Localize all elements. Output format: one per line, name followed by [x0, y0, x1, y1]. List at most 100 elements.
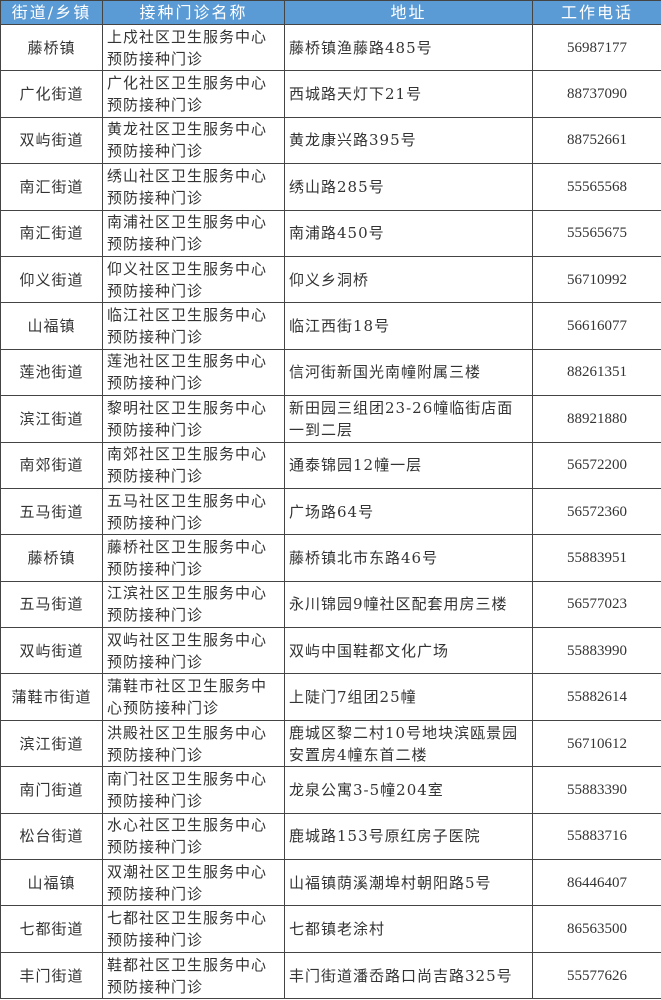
table-row: 藤桥镇 藤桥社区卫生服务中心预防接种门诊 藤桥镇北市东路46号 55883951	[0, 534, 661, 582]
cell-clinic: 黄龙社区卫生服务中心预防接种门诊	[102, 116, 285, 165]
cell-district: 双屿街道	[0, 627, 103, 675]
table-row: 南汇街道 南浦社区卫生服务中心预防接种门诊 南浦路450号 55565675	[0, 209, 661, 257]
cell-district: 南汇街道	[0, 209, 103, 257]
cell-address: 广场路64号	[284, 487, 533, 536]
cell-phone: 86563500	[532, 905, 661, 953]
cell-clinic: 莲池社区卫生服务中心预防接种门诊	[102, 348, 285, 397]
cell-district: 藤桥镇	[0, 534, 103, 582]
cell-address: 西城路天灯下21号	[284, 70, 533, 118]
table-row: 双屿街道 双屿社区卫生服务中心预防接种门诊 双屿中国鞋都文化广场 55883990	[0, 627, 661, 675]
cell-phone: 55883716	[532, 812, 661, 861]
cell-clinic: 南门社区卫生服务中心预防接种门诊	[102, 766, 285, 814]
cell-district: 双屿街道	[0, 116, 103, 165]
cell-phone: 55565675	[532, 209, 661, 257]
cell-district: 七都街道	[0, 905, 103, 953]
cell-phone: 55882614	[532, 673, 661, 721]
cell-clinic: 临江社区卫生服务中心预防接种门诊	[102, 302, 285, 350]
cell-district: 丰门街道	[0, 951, 103, 1000]
cell-address: 仰义乡洞桥	[284, 255, 533, 304]
table-row: 双屿街道 黄龙社区卫生服务中心预防接种门诊 黄龙康兴路395号 88752661	[0, 116, 661, 165]
cell-address: 新田园三组团23-26幢临街店面一到二层	[284, 395, 533, 443]
cell-phone: 88261351	[532, 348, 661, 397]
cell-clinic: 南浦社区卫生服务中心预防接种门诊	[102, 209, 285, 257]
header-clinic: 接种门诊名称	[102, 0, 285, 25]
cell-address: 山福镇荫溪潮埠村朝阳路5号	[284, 859, 533, 907]
cell-clinic: 藤桥社区卫生服务中心预防接种门诊	[102, 534, 285, 582]
cell-phone: 55883951	[532, 534, 661, 582]
cell-phone: 56710992	[532, 255, 661, 304]
cell-district: 松台街道	[0, 812, 103, 861]
table-row: 莲池街道 莲池社区卫生服务中心预防接种门诊 信河街新国光南幢附属三楼 88261351	[0, 348, 661, 397]
cell-clinic: 南郊社区卫生服务中心预防接种门诊	[102, 441, 285, 489]
cell-phone: 55565568	[532, 163, 661, 211]
cell-clinic: 黎明社区卫生服务中心预防接种门诊	[102, 395, 285, 443]
cell-phone: 55883390	[532, 766, 661, 814]
table-row: 仰义街道 仰义社区卫生服务中心预防接种门诊 仰义乡洞桥 56710992	[0, 255, 661, 304]
cell-clinic: 仰义社区卫生服务中心预防接种门诊	[102, 255, 285, 304]
table-row: 五马街道 江滨社区卫生服务中心预防接种门诊 永川锦园9幢社区配套用房三楼 565770…	[0, 580, 661, 629]
cell-address: 信河街新国光南幢附属三楼	[284, 348, 533, 397]
table-row: 五马街道 五马社区卫生服务中心预防接种门诊 广场路64号 56572360	[0, 487, 661, 536]
header-district: 街道/乡镇	[0, 0, 103, 25]
cell-address: 永川锦园9幢社区配套用房三楼	[284, 580, 533, 629]
table-row: 藤桥镇 上戍社区卫生服务中心预防接种门诊 藤桥镇渔藤路485号 56987177	[0, 23, 661, 72]
cell-address: 龙泉公寓3-5幢204室	[284, 766, 533, 814]
cell-phone: 56572360	[532, 487, 661, 536]
cell-district: 蒲鞋市街道	[0, 673, 103, 721]
cell-district: 南门街道	[0, 766, 103, 814]
cell-address: 丰门街道潘岙路口尚吉路325号	[284, 951, 533, 1000]
table-row: 山福镇 临江社区卫生服务中心预防接种门诊 临江西街18号 56616077	[0, 302, 661, 350]
cell-district: 广化街道	[0, 70, 103, 118]
table-row: 南门街道 南门社区卫生服务中心预防接种门诊 龙泉公寓3-5幢204室 55883390	[0, 766, 661, 814]
cell-clinic: 五马社区卫生服务中心预防接种门诊	[102, 487, 285, 536]
table-row: 山福镇 双潮社区卫生服务中心预防接种门诊 山福镇荫溪潮埠村朝阳路5号 86446407	[0, 859, 661, 907]
cell-phone: 88752661	[532, 116, 661, 165]
cell-clinic: 双潮社区卫生服务中心预防接种门诊	[102, 859, 285, 907]
cell-address: 藤桥镇渔藤路485号	[284, 23, 533, 72]
table-row: 广化街道 广化社区卫生服务中心预防接种门诊 西城路天灯下21号 88737090	[0, 70, 661, 118]
cell-phone: 88921880	[532, 395, 661, 443]
cell-clinic: 广化社区卫生服务中心预防接种门诊	[102, 70, 285, 118]
cell-clinic: 洪殿社区卫生服务中心预防接种门诊	[102, 719, 285, 768]
cell-district: 滨江街道	[0, 719, 103, 768]
cell-clinic: 蒲鞋市社区卫生服务中心预防接种门诊	[102, 673, 285, 721]
cell-phone: 55577626	[532, 951, 661, 1000]
cell-clinic: 水心社区卫生服务中心预防接种门诊	[102, 812, 285, 861]
header-phone: 工作电话	[532, 0, 661, 25]
table-row: 滨江街道 洪殿社区卫生服务中心预防接种门诊 鹿城区黎二村10号地块滨瓯景园安置房4幢…	[0, 719, 661, 768]
cell-address: 鹿城区黎二村10号地块滨瓯景园安置房4幢东首二楼	[284, 719, 533, 768]
cell-district: 滨江街道	[0, 395, 103, 443]
table-header-row: 街道/乡镇 接种门诊名称 地址 工作电话	[0, 0, 661, 25]
cell-district: 山福镇	[0, 302, 103, 350]
table-row: 松台街道 水心社区卫生服务中心预防接种门诊 鹿城路153号原红房子医院 5588371…	[0, 812, 661, 861]
table-row: 南汇街道 绣山社区卫生服务中心预防接种门诊 绣山路285号 55565568	[0, 163, 661, 211]
cell-clinic: 绣山社区卫生服务中心预防接种门诊	[102, 163, 285, 211]
cell-district: 五马街道	[0, 580, 103, 629]
cell-address: 藤桥镇北市东路46号	[284, 534, 533, 582]
cell-district: 五马街道	[0, 487, 103, 536]
cell-phone: 86446407	[532, 859, 661, 907]
cell-clinic: 双屿社区卫生服务中心预防接种门诊	[102, 627, 285, 675]
cell-district: 仰义街道	[0, 255, 103, 304]
table-row: 丰门街道 鞋都社区卫生服务中心预防接种门诊 丰门街道潘岙路口尚吉路325号 55577…	[0, 951, 661, 1000]
table-row: 滨江街道 黎明社区卫生服务中心预防接种门诊 新田园三组团23-26幢临街店面一到二层…	[0, 395, 661, 443]
cell-address: 临江西街18号	[284, 302, 533, 350]
table-row: 七都街道 七都社区卫生服务中心预防接种门诊 七都镇老涂村 86563500	[0, 905, 661, 953]
table-row: 蒲鞋市街道 蒲鞋市社区卫生服务中心预防接种门诊 上陡门7组团25幢 55882614	[0, 673, 661, 721]
cell-district: 莲池街道	[0, 348, 103, 397]
cell-phone: 55883990	[532, 627, 661, 675]
cell-district: 藤桥镇	[0, 23, 103, 72]
cell-address: 黄龙康兴路395号	[284, 116, 533, 165]
cell-clinic: 江滨社区卫生服务中心预防接种门诊	[102, 580, 285, 629]
cell-clinic: 鞋都社区卫生服务中心预防接种门诊	[102, 951, 285, 1000]
cell-phone: 56616077	[532, 302, 661, 350]
cell-district: 南郊街道	[0, 441, 103, 489]
cell-phone: 56987177	[532, 23, 661, 72]
cell-address: 鹿城路153号原红房子医院	[284, 812, 533, 861]
cell-address: 南浦路450号	[284, 209, 533, 257]
cell-address: 双屿中国鞋都文化广场	[284, 627, 533, 675]
cell-address: 七都镇老涂村	[284, 905, 533, 953]
cell-phone: 56577023	[532, 580, 661, 629]
header-address: 地址	[284, 0, 533, 25]
